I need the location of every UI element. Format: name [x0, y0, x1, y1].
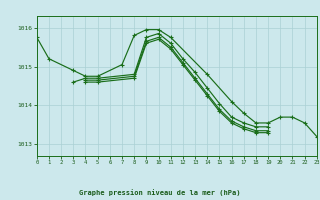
Text: Graphe pression niveau de la mer (hPa): Graphe pression niveau de la mer (hPa) [79, 189, 241, 196]
